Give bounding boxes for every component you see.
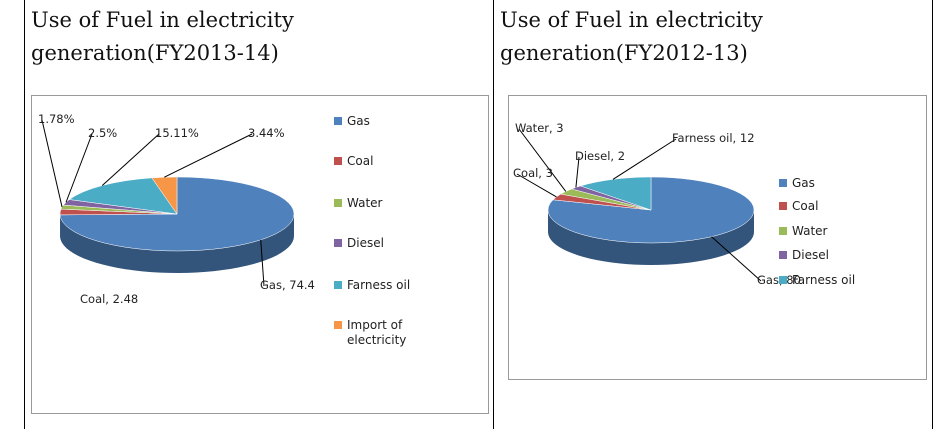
cell: Use of Fuel in electricity generation(FY… [493,0,933,429]
legend-label: Gas [347,114,370,128]
legend-item: Coal [779,199,902,214]
legend-item: Water [334,196,457,211]
data-label: Coal, 2.48 [80,292,139,306]
chart-area: Gas, 74.4 Coal, 2.48 1.78% 2.5% 15.11% 3.44% G… [31,95,489,414]
leader-line [101,133,160,186]
legend-item: Diesel [334,236,457,251]
data-label: 2.5% [88,126,118,140]
legend-item: Import of electricity [334,318,457,348]
legend-label: Water [792,224,828,238]
data-label: Coal, 3 [513,166,553,180]
legend-swatch [334,239,342,247]
legend-swatch [334,157,342,165]
pie-side [548,210,754,265]
legend-label: Coal [792,199,819,213]
legend-label: Farness oil [792,273,856,287]
legend-item: Water [779,224,902,239]
legend-item: Gas [779,176,902,191]
legend-swatch [334,117,342,125]
legend-label: Coal [347,154,374,168]
data-label: 15.11% [155,126,199,140]
leader-line [575,156,580,188]
legend-label: Gas [792,176,815,190]
legend-label: Water [347,196,383,210]
chart-title: Use of Fuel in electricity generation(FY… [500,8,763,65]
data-label: 1.78% [38,112,75,126]
legend-label: Diesel [792,248,829,262]
data-label: Water, 3 [515,121,564,135]
data-label: Gas, 74.4 [260,278,315,292]
leader-line [516,173,557,198]
pie-slice [59,176,295,252]
leader-line [65,133,93,203]
leader-line [41,119,63,208]
pie-side [60,214,295,273]
legend-label: Import of electricity [347,318,407,347]
leader-line [260,239,265,287]
leader-line [164,133,253,178]
pie-chart [41,119,295,287]
pie-slice [579,176,652,211]
legend-label: Diesel [347,236,384,250]
pie-slice [151,176,178,215]
legend-swatch [779,251,787,259]
leader-line [711,236,762,282]
legend-item: Coal [334,154,457,169]
legend-swatch [334,199,342,207]
cell: Use of Fuel in electricity generation(FY… [24,0,494,429]
data-label: 3.44% [248,126,285,140]
legend-item: Diesel [779,248,902,263]
data-label: Gas, 80 [757,273,801,287]
legend-swatch [334,321,342,329]
pie-chart [516,128,762,282]
legend-swatch [779,202,787,210]
leader-line [518,128,567,192]
chart-area: Gas, 80 Coal, 3 Water, 3 Diesel, 2 Farness o… [508,95,927,380]
legend-item: Farness oil [779,273,902,288]
chart-title: Use of Fuel in electricity generation(FY… [31,8,294,65]
legend-swatch [334,281,342,289]
legend-item: Farness oil [334,278,457,293]
leader-line [612,138,677,180]
legend-swatch [779,227,787,235]
legend-label: Farness oil [347,278,411,292]
pie-slice [547,176,755,244]
legend-item: Gas [334,114,457,129]
legend-swatch [779,276,787,284]
legend-swatch [779,179,787,187]
data-label: Diesel, 2 [575,149,626,163]
data-label: Farness oil, 12 [672,131,755,145]
